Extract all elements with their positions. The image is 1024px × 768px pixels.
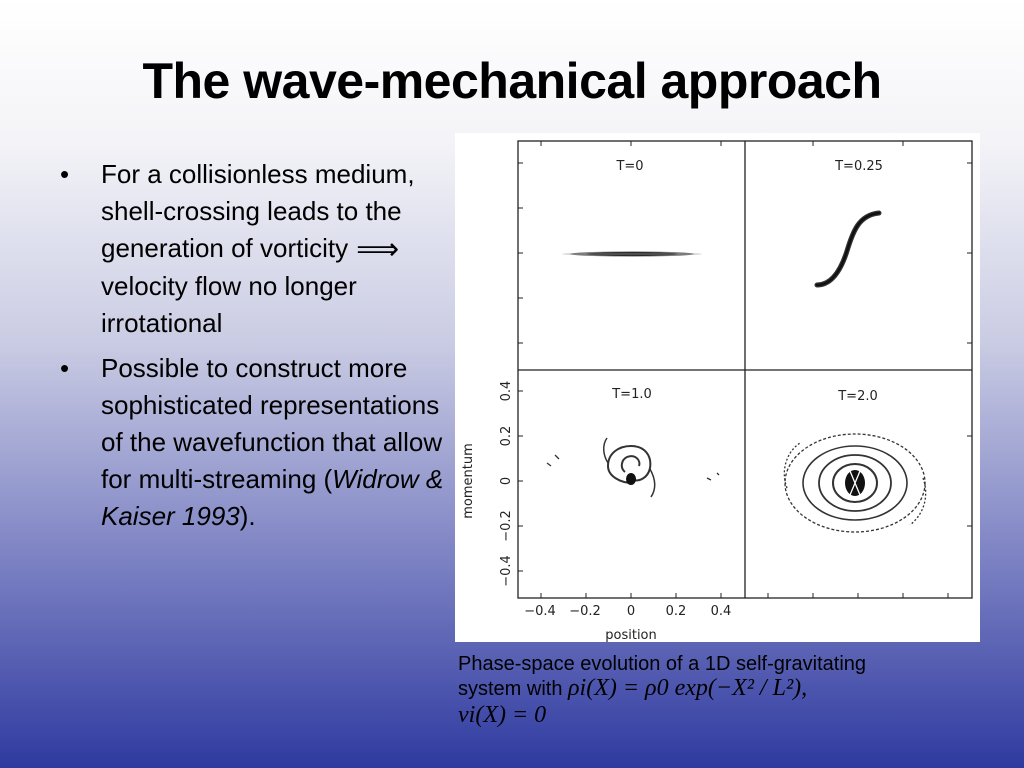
y-tick-label: −0.4 bbox=[499, 555, 514, 587]
phase-stream-t1 bbox=[546, 437, 720, 498]
y-tick-label: 0 bbox=[499, 477, 514, 485]
initial-density-formula: ρi(X) = ρ0 exp(−X² / L²), bbox=[568, 675, 808, 701]
citation: Widrow & Kaiser 1993 bbox=[101, 464, 444, 531]
y-tick-label: 0.4 bbox=[499, 381, 514, 402]
phase-stream-t2 bbox=[783, 433, 927, 533]
x-tick-label: 0.4 bbox=[711, 604, 732, 619]
slide-title: The wave-mechanical approach bbox=[142, 53, 882, 109]
x-tick-label: −0.2 bbox=[569, 604, 601, 619]
bullet-text-end: ). bbox=[239, 501, 256, 531]
caption-prefix: system with bbox=[458, 678, 563, 700]
bullet-dot: • bbox=[60, 159, 70, 189]
bullet-text: For a collisionless medium, shell-crossi… bbox=[101, 159, 415, 263]
panel-label-t0: T=0 bbox=[615, 159, 643, 174]
phase-space-figure: T=0 T=0.25 T=1.0 T=2.0 bbox=[455, 133, 980, 643]
y-tick-label: 0.2 bbox=[499, 426, 514, 447]
y-tick-label: −0.2 bbox=[499, 510, 514, 542]
figure-caption: Phase-space evolution of a 1D self-gravi… bbox=[458, 652, 998, 727]
x-axis-label: position bbox=[605, 628, 657, 642]
bullet-text: Possible to construct more sophisticated… bbox=[101, 353, 443, 494]
bullet-text: velocity flow no longer irrotational bbox=[101, 271, 357, 338]
caption-line-2: system with ρi(X) = ρ0 exp(−X² / L²), bbox=[458, 676, 998, 701]
x-tick-label: 0.2 bbox=[666, 604, 687, 619]
bullet-list: • For a collisionless medium, shell-cros… bbox=[56, 156, 446, 543]
phase-stream-t025 bbox=[814, 210, 882, 288]
bullet-dot: • bbox=[60, 353, 70, 383]
y-axis-label: momentum bbox=[461, 443, 476, 519]
x-tick-label: −0.4 bbox=[524, 604, 556, 619]
caption-line: Phase-space evolution of a 1D self-gravi… bbox=[458, 653, 867, 675]
initial-velocity-formula: vi(X) = 0 bbox=[458, 702, 547, 728]
phase-space-plot: T=0 T=0.25 T=1.0 T=2.0 bbox=[461, 140, 973, 643]
panel-label-t2: T=2.0 bbox=[837, 389, 878, 404]
panel-label-t025: T=0.25 bbox=[834, 159, 883, 174]
bullet-item: • Possible to construct more sophisticat… bbox=[56, 350, 446, 535]
implies-arrow-icon: ⟹ bbox=[356, 232, 400, 267]
panel-label-t1: T=1.0 bbox=[611, 387, 652, 402]
phase-stream-t0 bbox=[562, 251, 702, 257]
x-tick-label: 0 bbox=[627, 604, 635, 619]
bullet-item: • For a collisionless medium, shell-cros… bbox=[56, 156, 446, 342]
